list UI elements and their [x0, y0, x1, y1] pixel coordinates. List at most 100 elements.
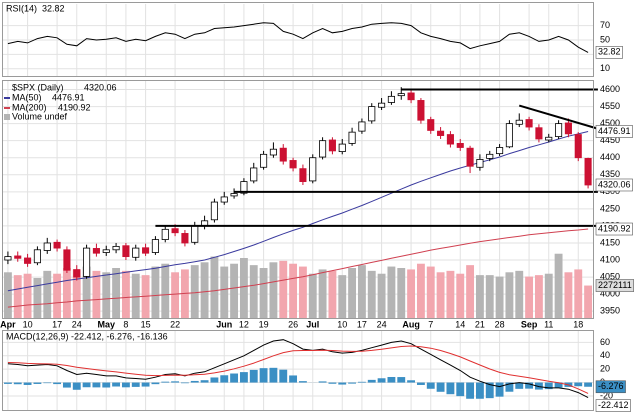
volume-bar — [318, 269, 327, 318]
candle-body — [92, 248, 100, 254]
y-tick-label: 70 — [600, 20, 610, 30]
histogram-bar — [82, 382, 91, 388]
candle-body — [584, 158, 592, 186]
histogram-bar — [584, 382, 593, 387]
candle-body — [309, 157, 317, 182]
volume-bar — [357, 265, 366, 318]
histogram-bar — [33, 382, 42, 384]
last-value-label: 4320.06 — [598, 179, 631, 189]
volume-bar — [230, 263, 239, 318]
volume-bar — [348, 268, 357, 318]
candle-body — [102, 249, 110, 253]
histogram-bar — [544, 382, 553, 390]
histogram-bar — [446, 382, 455, 395]
histogram-bar — [151, 382, 160, 385]
volume-bar — [102, 272, 111, 318]
volume-bar — [72, 269, 81, 318]
candle-body — [545, 136, 553, 141]
histogram-bar — [348, 382, 357, 384]
volume-bar — [200, 262, 209, 318]
last-value-box — [595, 399, 631, 412]
candle-body — [250, 167, 258, 182]
candle-body — [14, 255, 22, 259]
candle-body — [456, 143, 464, 148]
histogram-bar — [92, 382, 101, 388]
histogram-bar — [220, 375, 229, 383]
y-tick-label: 4400 — [600, 152, 620, 162]
candle-body — [279, 147, 287, 162]
volume-bar — [367, 270, 376, 318]
histogram-bar — [62, 382, 71, 388]
volume-bar — [574, 269, 583, 318]
x-tick-label: 14 — [455, 319, 465, 329]
volume-bar — [53, 273, 62, 318]
legend-value: 4190.92 — [58, 102, 91, 112]
volume-bar — [426, 266, 435, 318]
candle-body — [191, 225, 199, 243]
x-tick-label: 11 — [544, 319, 553, 329]
histogram-bar — [239, 372, 248, 383]
y-tick-label: 50 — [600, 34, 610, 44]
candle-body — [505, 123, 513, 148]
histogram-bar — [171, 381, 180, 383]
x-tick-label: Jul — [306, 319, 319, 329]
candle-body — [535, 127, 543, 140]
volume-bar — [249, 265, 258, 318]
candle-body — [230, 193, 238, 197]
candle-body — [437, 130, 445, 136]
legend-swatch — [4, 114, 10, 120]
volume-bar — [495, 276, 504, 318]
volume-bar — [544, 273, 553, 318]
candle-body — [142, 247, 150, 254]
volume-bar — [554, 253, 563, 318]
y-tick-label: 4450 — [600, 135, 620, 145]
histogram-bar — [72, 382, 81, 390]
candle-body — [515, 119, 523, 125]
labels-layer: Apr 10 17 24 May 8 15 22 Jun 12 19 26 Jul 10 17 24 Aug 7 1… — [0, 3, 635, 412]
histogram-bar — [456, 382, 465, 397]
volume-bar — [82, 266, 91, 318]
candle-body — [417, 100, 425, 121]
volume-bar — [475, 275, 484, 318]
candle-body — [33, 249, 41, 264]
candle-body — [4, 256, 12, 261]
candle-body — [161, 228, 169, 240]
histogram-bar — [505, 382, 514, 392]
last-value-box — [595, 46, 623, 59]
x-tick-label: 10 — [337, 319, 347, 329]
histogram-bar — [328, 382, 337, 384]
candle-body — [446, 134, 454, 145]
histogram-bar — [466, 382, 475, 399]
histogram-bar — [416, 382, 425, 385]
volume-bar — [584, 285, 593, 318]
candle-body — [427, 119, 435, 131]
volume-bar — [397, 268, 406, 318]
candle-body — [407, 92, 415, 101]
x-tick-label: Aug — [402, 319, 420, 329]
x-tick-label: 10 — [23, 319, 33, 329]
candle-body — [181, 233, 189, 244]
volume-bar — [259, 268, 268, 318]
candle-body — [151, 239, 159, 253]
histogram-bar — [495, 382, 504, 397]
volume-bar — [121, 270, 130, 318]
candle-body — [53, 241, 61, 249]
last-value-label: 4476.91 — [598, 126, 631, 136]
histogram-bar — [407, 380, 416, 383]
marks-layer — [3, 22, 599, 399]
candle-body — [43, 242, 51, 251]
candle-body — [378, 102, 386, 108]
last-value-box — [595, 125, 633, 138]
x-tick-label: 21 — [475, 319, 485, 329]
candle-body — [220, 196, 228, 203]
candle-body — [555, 123, 563, 137]
volume-bar — [289, 263, 298, 318]
histogram-bar — [515, 382, 524, 389]
y-tick-label: 20 — [600, 364, 610, 374]
histogram-bar — [298, 381, 307, 383]
volume-bar — [308, 273, 317, 318]
macd-frame — [2, 330, 594, 411]
candle-body — [338, 143, 346, 152]
candle-body — [132, 247, 140, 258]
y-tick-label: 4250 — [600, 203, 620, 213]
